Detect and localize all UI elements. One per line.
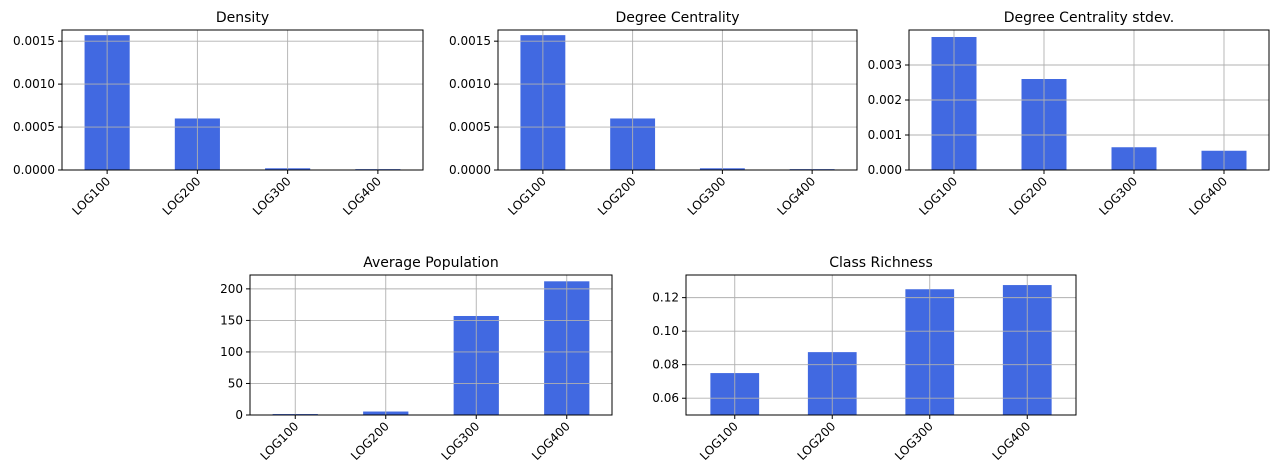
chart-panel: 0 50 100 150 200 LOG100 LOG200 LOG300 LOG400 Aver… [220,255,613,463]
x-tick-label: LOG400 [340,174,384,218]
y-tick-label: 100 [220,345,243,359]
x-tick-label: LOG400 [529,419,573,463]
x-tick-label: LOG200 [795,419,839,463]
y-tick-label: 0 [235,408,243,422]
x-tick-label: LOG200 [348,419,392,463]
chart-title: Class Richness [829,255,933,271]
x-tick-label: LOG200 [1006,174,1050,218]
chart-panel: 0.06 0.08 0.10 0.12 LOG100 LOG200 LOG300 LOG400… [652,255,1077,463]
x-tick-label: LOG200 [595,174,639,218]
x-tick-label: LOG300 [439,419,483,463]
y-tick-label: 50 [228,376,243,390]
y-tick-label: 0.08 [652,358,679,372]
chart-panel: 0.0000 0.0005 0.0010 0.0015 LOG100 LOG200 LOG3… [449,10,858,218]
x-tick-label: LOG300 [250,174,294,218]
x-tick-label: LOG400 [774,174,818,218]
y-tick-label: 0.002 [868,93,902,107]
y-tick-label: 0.0010 [449,77,491,91]
y-tick-label: 0.000 [868,163,902,177]
y-tick-label: 150 [220,313,243,327]
x-tick-label: LOG300 [685,174,729,218]
chart-panel: 0.0000 0.0005 0.0010 0.0015 LOG100 LOG200 LOG3… [13,10,424,218]
chart-title: Degree Centrality [615,10,739,26]
plot-frame [685,274,1077,416]
x-tick-label: LOG100 [69,174,113,218]
y-tick-label: 0.0000 [449,163,491,177]
y-tick-label: 0.0015 [13,34,55,48]
chart-title: Density [216,10,269,26]
chart-panel: 0.000 0.001 0.002 0.003 LOG100 LOG200 LOG300 LO… [868,10,1270,218]
x-tick-label: LOG300 [892,419,936,463]
x-tick-label: LOG200 [160,174,204,218]
x-tick-label: LOG400 [1186,174,1230,218]
y-tick-label: 0.10 [652,324,679,338]
y-tick-label: 0.12 [652,291,679,305]
x-tick-label: LOG100 [505,174,549,218]
chart-title: Degree Centrality stdev. [1004,10,1174,26]
x-tick-label: LOG100 [916,174,960,218]
x-tick-label: LOG300 [1096,174,1140,218]
y-tick-label: 0.001 [868,128,902,142]
plot-frame [497,29,858,171]
x-tick-label: LOG400 [990,419,1034,463]
y-tick-label: 0.0005 [449,120,491,134]
y-tick-label: 0.06 [652,391,679,405]
chart-title: Average Population [363,255,499,271]
plot-frame [249,274,613,416]
y-tick-label: 0.003 [868,58,902,72]
y-tick-label: 0.0010 [13,77,55,91]
y-tick-label: 200 [220,282,243,296]
plot-frame [61,29,424,171]
x-tick-label: LOG100 [258,419,302,463]
y-tick-label: 0.0015 [449,34,491,48]
y-tick-label: 0.0000 [13,163,55,177]
y-tick-label: 0.0005 [13,120,55,134]
x-tick-label: LOG100 [697,419,741,463]
